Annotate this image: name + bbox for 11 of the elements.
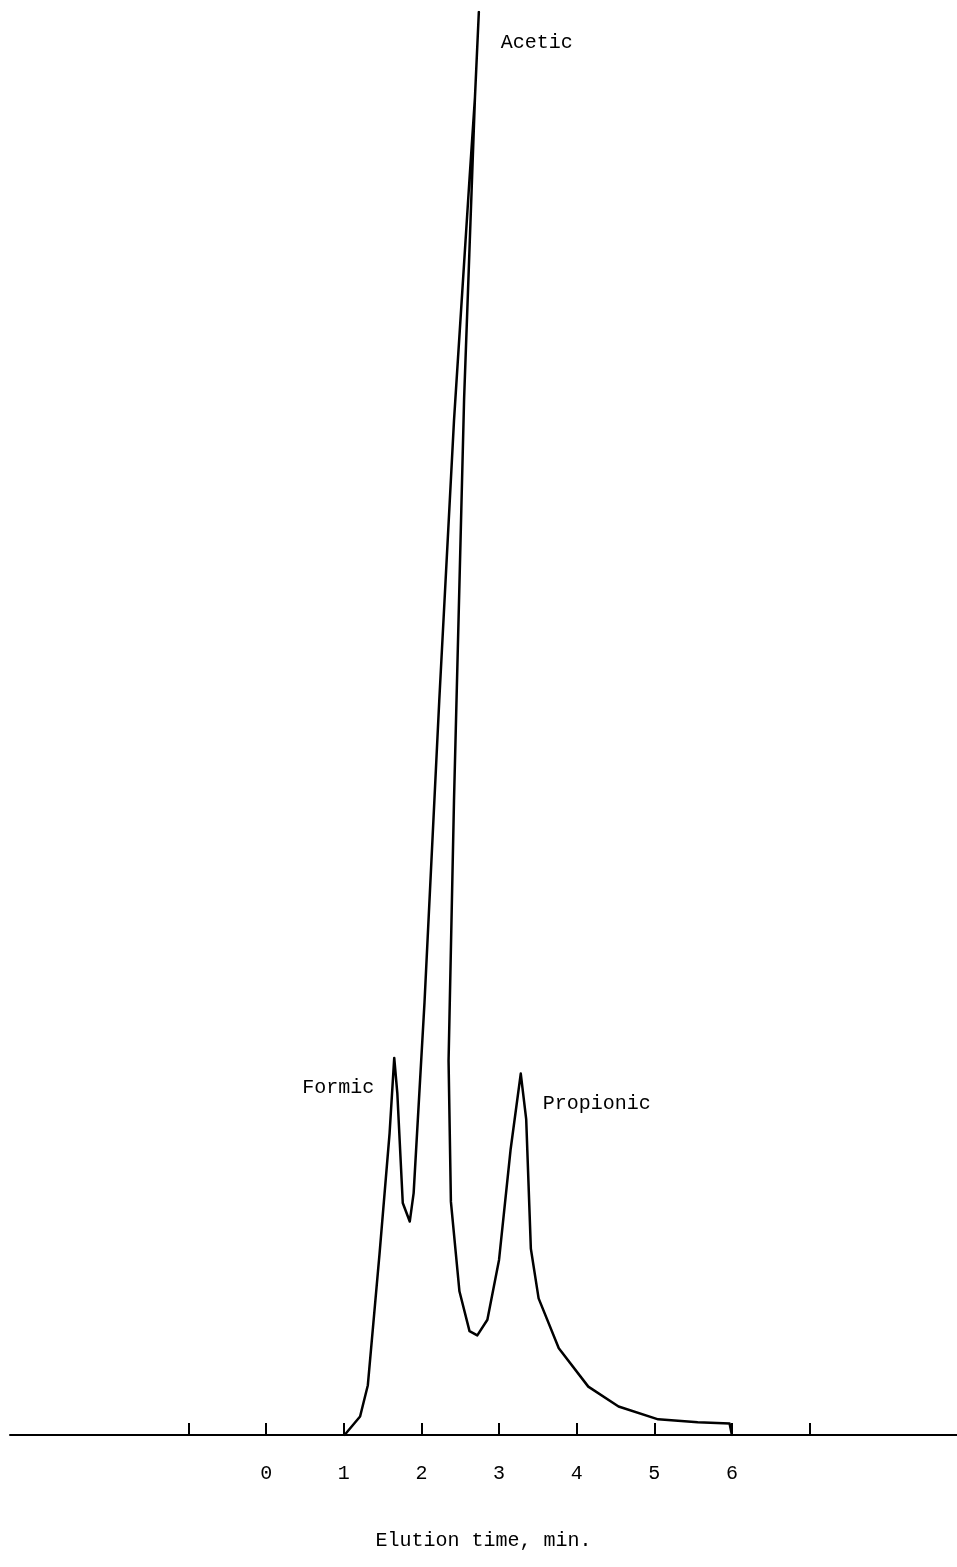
x-tick-label: 2 bbox=[415, 1461, 428, 1485]
x-tick-label: 6 bbox=[725, 1461, 738, 1485]
annotation: Acetic bbox=[500, 30, 573, 54]
annotation: Formic bbox=[302, 1076, 375, 1100]
x-tick-label: 5 bbox=[648, 1461, 661, 1485]
x-tick-label: 3 bbox=[493, 1461, 506, 1485]
x-tick-label: 4 bbox=[570, 1461, 583, 1485]
x-axis-title: Elution time, min. bbox=[375, 1528, 592, 1552]
x-tick-label: 0 bbox=[260, 1461, 273, 1485]
x-tick-label: 1 bbox=[337, 1461, 350, 1485]
annotation: Propionic bbox=[542, 1092, 651, 1116]
